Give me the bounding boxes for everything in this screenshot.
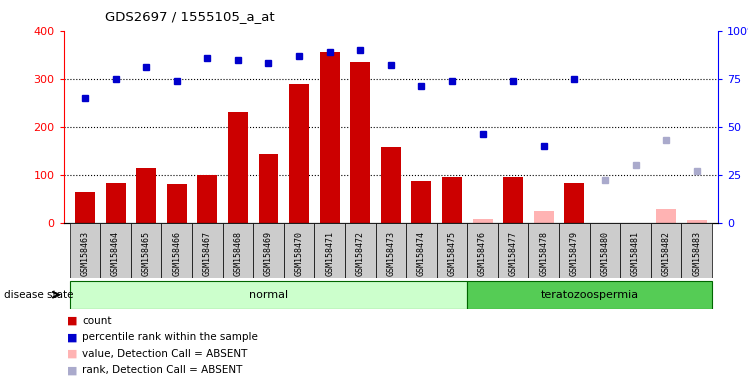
Text: GSM158479: GSM158479 — [570, 231, 579, 276]
Bar — [406, 223, 437, 278]
Bar — [651, 223, 681, 278]
Text: ■: ■ — [67, 349, 78, 359]
Bar — [534, 211, 554, 223]
Bar — [437, 223, 468, 278]
Bar — [314, 223, 345, 278]
Bar — [411, 182, 432, 223]
Bar — [254, 223, 283, 278]
Text: GDS2697 / 1555105_a_at: GDS2697 / 1555105_a_at — [105, 10, 275, 23]
Bar — [656, 209, 676, 223]
Text: GSM158476: GSM158476 — [478, 231, 487, 276]
Bar — [228, 113, 248, 223]
Text: normal: normal — [249, 290, 288, 300]
Text: GSM158480: GSM158480 — [601, 231, 610, 276]
Bar — [473, 219, 492, 223]
Text: GSM158466: GSM158466 — [172, 231, 181, 276]
FancyBboxPatch shape — [70, 281, 468, 309]
Bar — [131, 223, 162, 278]
Bar — [503, 177, 523, 223]
Bar — [620, 223, 651, 278]
FancyBboxPatch shape — [468, 281, 712, 309]
Bar — [167, 184, 187, 223]
Text: value, Detection Call = ABSENT: value, Detection Call = ABSENT — [82, 349, 248, 359]
Text: GSM158478: GSM158478 — [539, 231, 548, 276]
Text: ■: ■ — [67, 332, 78, 342]
Text: GSM158483: GSM158483 — [692, 231, 701, 276]
Text: GSM158464: GSM158464 — [111, 231, 120, 276]
Bar — [289, 84, 309, 223]
Bar — [375, 223, 406, 278]
Bar — [468, 223, 498, 278]
Text: GSM158473: GSM158473 — [386, 231, 396, 276]
Bar — [283, 223, 314, 278]
Bar — [381, 147, 401, 223]
Bar — [259, 154, 278, 223]
Text: count: count — [82, 316, 111, 326]
Text: GSM158465: GSM158465 — [141, 231, 150, 276]
Bar — [192, 223, 223, 278]
Bar — [442, 177, 462, 223]
Text: teratozoospermia: teratozoospermia — [541, 290, 639, 300]
Bar — [565, 184, 584, 223]
Bar — [687, 220, 707, 223]
Text: GSM158477: GSM158477 — [509, 231, 518, 276]
Text: disease state: disease state — [4, 290, 73, 300]
Bar — [100, 223, 131, 278]
Text: ■: ■ — [67, 316, 78, 326]
Bar — [350, 62, 370, 223]
Bar — [197, 175, 217, 223]
Text: GSM158475: GSM158475 — [447, 231, 456, 276]
Bar — [105, 184, 126, 223]
Text: rank, Detection Call = ABSENT: rank, Detection Call = ABSENT — [82, 365, 242, 375]
Text: GSM158468: GSM158468 — [233, 231, 242, 276]
Bar — [528, 223, 559, 278]
Text: GSM158481: GSM158481 — [631, 231, 640, 276]
Text: GSM158472: GSM158472 — [356, 231, 365, 276]
Bar — [223, 223, 254, 278]
Bar — [559, 223, 589, 278]
Text: GSM158467: GSM158467 — [203, 231, 212, 276]
Text: GSM158474: GSM158474 — [417, 231, 426, 276]
Text: GSM158469: GSM158469 — [264, 231, 273, 276]
Text: GSM158482: GSM158482 — [661, 231, 671, 276]
Bar — [319, 52, 340, 223]
Text: percentile rank within the sample: percentile rank within the sample — [82, 332, 258, 342]
Text: GSM158470: GSM158470 — [295, 231, 304, 276]
Bar — [498, 223, 528, 278]
Bar — [162, 223, 192, 278]
Text: GSM158471: GSM158471 — [325, 231, 334, 276]
Bar — [345, 223, 375, 278]
Bar — [681, 223, 712, 278]
Text: ■: ■ — [67, 365, 78, 375]
Bar — [70, 223, 100, 278]
Text: GSM158463: GSM158463 — [81, 231, 90, 276]
Bar — [136, 167, 156, 223]
Bar — [75, 192, 95, 223]
Bar — [589, 223, 620, 278]
